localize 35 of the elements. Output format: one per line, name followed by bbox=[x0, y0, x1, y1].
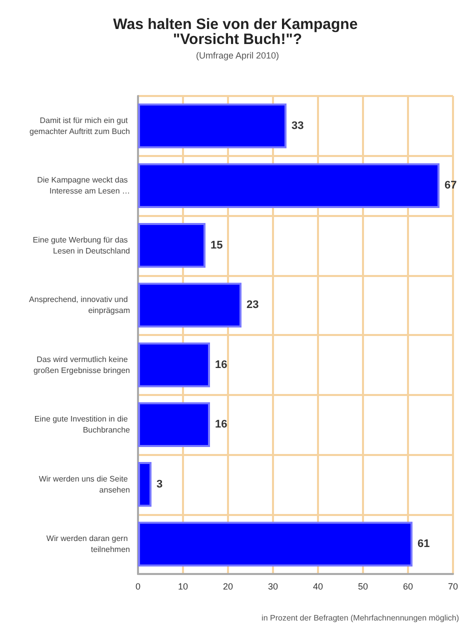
bar bbox=[138, 222, 206, 268]
bar bbox=[138, 103, 286, 148]
y-tick-label: Das wird vermutlich keine großen Ergebnisse bringen bbox=[33, 354, 130, 375]
x-tick-label: 30 bbox=[268, 582, 278, 592]
chart-title: Was halten Sie von der Kampagne "Vorsicht Buch!"? bbox=[113, 16, 362, 48]
bar bbox=[138, 462, 152, 507]
x-tick-label: 10 bbox=[178, 582, 188, 592]
bar bbox=[138, 163, 440, 208]
x-tick-label: 50 bbox=[358, 582, 368, 592]
x-tick-label: 20 bbox=[222, 582, 234, 592]
data-label: 3 bbox=[156, 478, 163, 490]
text: in Prozent der Befragten (Mehrfachnennungen möglich) bbox=[262, 614, 460, 622]
bar bbox=[138, 282, 242, 328]
y-tick-label: Eine gute Investition in die Buchbranche bbox=[34, 414, 131, 435]
y-tick-label: Die Kampagne weckt das Interesse am Lesen … bbox=[37, 176, 130, 196]
data-label: 61 bbox=[418, 538, 430, 550]
data-label: 67 bbox=[444, 180, 457, 192]
x-tick-label: 0 bbox=[135, 582, 141, 592]
bar bbox=[138, 522, 412, 567]
y-tick-label: Wir werden daran gern teilnehmen bbox=[46, 534, 130, 554]
data-label: 16 bbox=[215, 358, 228, 371]
data-label: 23 bbox=[246, 299, 259, 312]
x-tick-label: 70 bbox=[448, 582, 458, 592]
y-tick-label: Damit ist für mich ein gut gemachter Auftritt zum Buch bbox=[30, 116, 130, 136]
bar bbox=[138, 402, 210, 448]
y-tick-label: Wir werden uns die Seite ansehen bbox=[38, 474, 130, 494]
bar bbox=[138, 342, 210, 388]
data-label: 16 bbox=[215, 418, 228, 431]
x-tick-label: 60 bbox=[402, 582, 414, 592]
chart-subtitle: (Umfrage April 2010) bbox=[196, 50, 280, 60]
y-tick-label: Ansprechend, innovativ und einprägsam bbox=[29, 295, 130, 316]
data-label: 15 bbox=[210, 239, 223, 252]
y-tick-label: Eine gute Werbung für das Lesen in Deutschland bbox=[32, 235, 130, 256]
x-tick-label: 40 bbox=[312, 582, 324, 592]
data-label: 33 bbox=[292, 120, 304, 132]
